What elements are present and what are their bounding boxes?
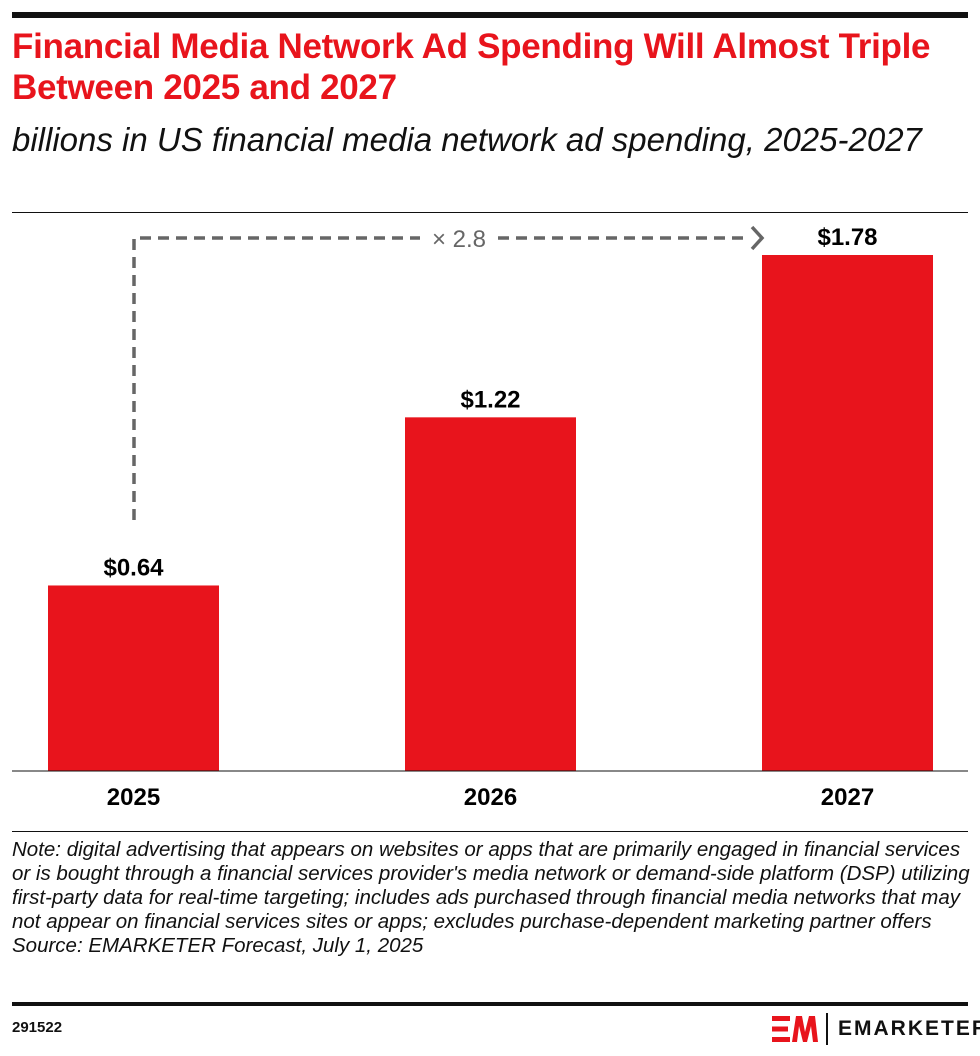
chart-note: Note: digital advertising that appears o… xyxy=(12,838,972,958)
header-divider xyxy=(12,212,968,213)
growth-multiplier-label: × 2.8 xyxy=(432,226,486,253)
chart-subtitle: billions in US financial media network a… xyxy=(12,121,922,158)
growth-annotation: × 2.8 xyxy=(132,225,765,520)
data-label-2026: $1.22 xyxy=(460,386,520,413)
bottom-bar xyxy=(12,1002,968,1006)
em-logo-icon xyxy=(772,1016,818,1042)
bar-2025 xyxy=(48,585,219,771)
data-label-2027: $1.78 xyxy=(817,224,877,251)
x-tick-label-2026: 2026 xyxy=(464,784,517,811)
chart-title: Financial Media Network Ad Spending Will… xyxy=(12,27,931,107)
x-tick-label-2027: 2027 xyxy=(821,784,874,811)
bar-chart: $0.64 2025 $1.22 2026 $1.78 2027 × 2.8 xyxy=(12,224,968,811)
growth-dashed-line-left xyxy=(132,236,420,520)
brand-name: EMARKETER xyxy=(838,1017,980,1040)
emarketer-logo: EMARKETER xyxy=(772,1012,980,1046)
source-text: Source: EMARKETER Forecast, July 1, 2025 xyxy=(12,934,424,957)
footer-divider xyxy=(12,831,968,832)
chart-id: 291522 xyxy=(12,1019,63,1036)
bar-2026 xyxy=(405,417,576,771)
bar-2027 xyxy=(762,255,933,771)
note-text: Note: digital advertising that appears o… xyxy=(12,838,970,933)
data-label-2025: $0.64 xyxy=(103,554,164,581)
top-bar xyxy=(12,12,968,18)
arrow-head-icon xyxy=(750,225,765,251)
x-tick-label-2025: 2025 xyxy=(107,784,160,811)
logo-separator xyxy=(826,1013,828,1045)
